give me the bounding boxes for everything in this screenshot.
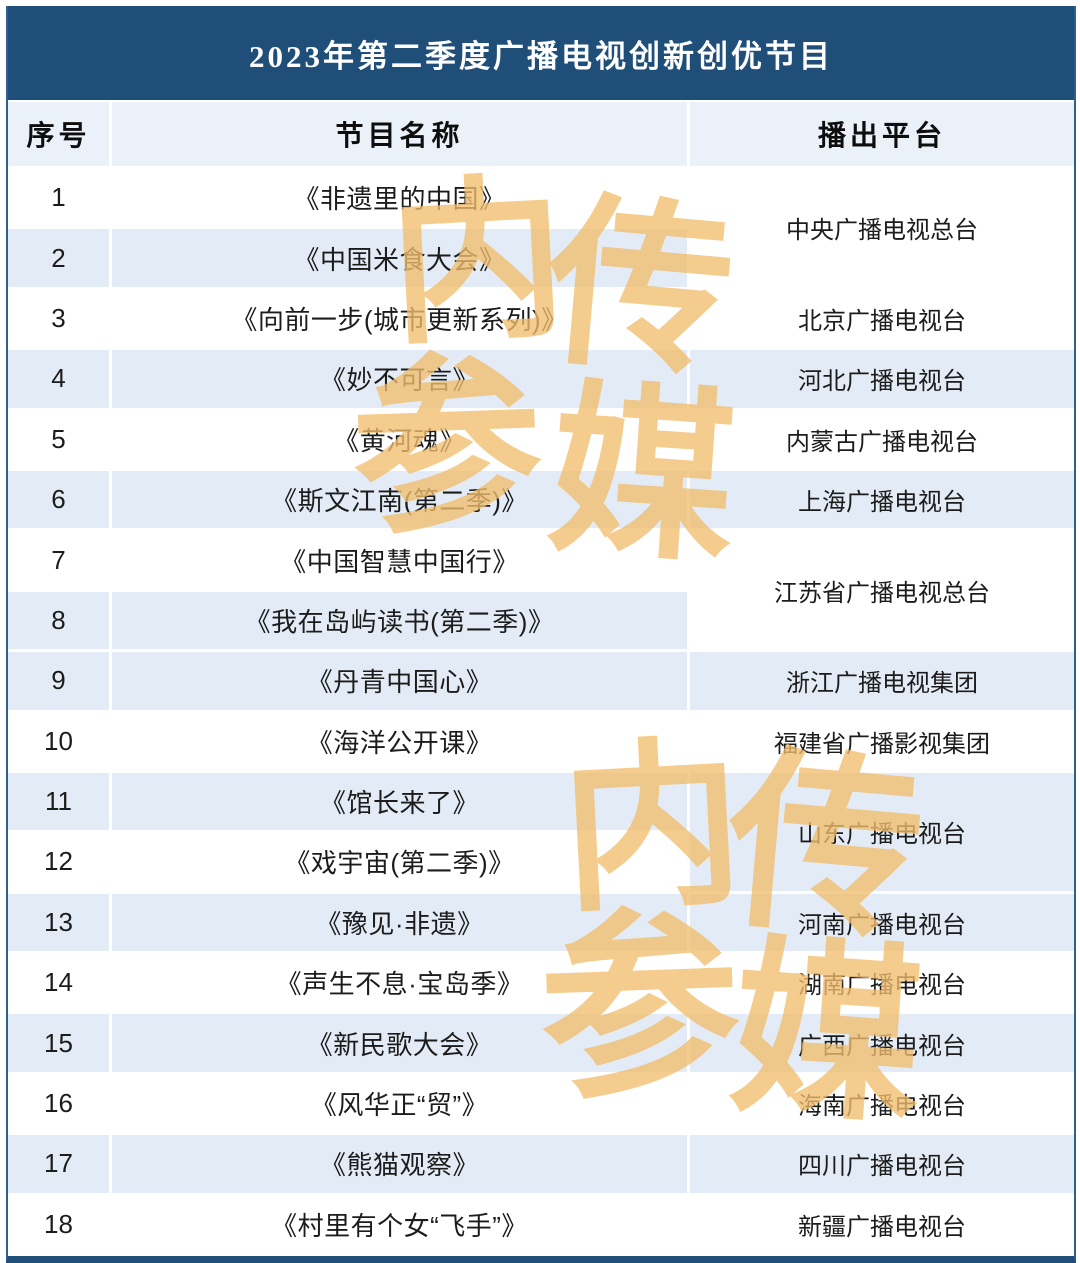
- column-header-platform: 播出平台: [690, 102, 1074, 169]
- program-name-cell: 《新民歌大会》: [112, 1014, 690, 1075]
- row-number-cell: 10: [8, 712, 112, 773]
- program-name-cell: 《我在岛屿读书(第二季)》: [112, 591, 690, 653]
- row-number-cell: 8: [8, 591, 112, 653]
- program-name-cell: 《馆长来了》: [112, 772, 690, 834]
- row-number-cell: 11: [8, 772, 112, 834]
- program-name-cell: 《熊猫观察》: [112, 1135, 690, 1196]
- table-row: 1 《非遗里的中国》 中央广播电视总台: [8, 169, 1074, 290]
- row-number-cell: 6: [8, 470, 112, 532]
- platform-cell: 海南广播电视台: [690, 1074, 1074, 1136]
- table-row: 14 《声生不息·宝岛季》 湖南广播电视台: [8, 954, 1074, 1015]
- column-header-name: 节目名称: [112, 102, 690, 169]
- program-name-cell: 《斯文江南(第二季)》: [112, 470, 690, 532]
- platform-cell: 四川广播电视台: [690, 1135, 1074, 1196]
- platform-cell: 北京广播电视台: [690, 289, 1074, 351]
- table-row: 5 《黄河魂》 内蒙古广播电视台: [8, 410, 1074, 471]
- platform-cell: 福建省广播影视集团: [690, 712, 1074, 773]
- table-row: 9 《丹青中国心》 浙江广播电视集团: [8, 652, 1074, 713]
- platform-cell: 江苏省广播电视总台: [690, 531, 1074, 653]
- platform-cell: 山东广播电视台: [690, 772, 1074, 894]
- program-name-cell: 《中国智慧中国行》: [112, 531, 690, 592]
- program-name-cell: 《豫见·非遗》: [112, 893, 690, 955]
- row-number-cell: 3: [8, 289, 112, 351]
- programs-table: 序号 节目名称 播出平台 1 《非遗里的中国》 中央广播电视总台 2 《中国米食…: [8, 102, 1074, 1257]
- row-number-cell: 14: [8, 954, 112, 1015]
- platform-cell: 内蒙古广播电视台: [690, 410, 1074, 471]
- row-number-cell: 5: [8, 410, 112, 471]
- program-name-cell: 《海洋公开课》: [112, 712, 690, 773]
- table-card: 2023年第二季度广播电视创新创优节目 序号 节目名称 播出平台 1 《非遗里的…: [6, 6, 1076, 1263]
- program-name-cell: 《村里有个女“飞手”》: [112, 1195, 690, 1257]
- platform-cell: 新疆广播电视台: [690, 1195, 1074, 1257]
- table-title: 2023年第二季度广播电视创新创优节目: [249, 38, 833, 74]
- table-row: 2 《中国米食大会》: [8, 229, 1074, 290]
- platform-cell: 中央广播电视总台: [690, 169, 1074, 290]
- table-row: 3 《向前一步(城市更新系列)》 北京广播电视台: [8, 289, 1074, 351]
- row-number-cell: 13: [8, 893, 112, 955]
- platform-cell: 湖南广播电视台: [690, 954, 1074, 1015]
- program-name-cell: 《非遗里的中国》: [112, 169, 690, 230]
- program-name-cell: 《中国米食大会》: [112, 229, 690, 290]
- row-number-cell: 7: [8, 531, 112, 592]
- program-name-cell: 《妙不可言》: [112, 350, 690, 411]
- platform-cell: 河南广播电视台: [690, 893, 1074, 955]
- row-number-cell: 17: [8, 1135, 112, 1196]
- table-row: 13 《豫见·非遗》 河南广播电视台: [8, 893, 1074, 955]
- row-number-cell: 16: [8, 1074, 112, 1136]
- program-name-cell: 《黄河魂》: [112, 410, 690, 471]
- row-number-cell: 4: [8, 350, 112, 411]
- program-name-cell: 《风华正“贸”》: [112, 1074, 690, 1136]
- table-row: 6 《斯文江南(第二季)》 上海广播电视台: [8, 470, 1074, 532]
- table-row: 16 《风华正“贸”》 海南广播电视台: [8, 1074, 1074, 1136]
- table-row: 15 《新民歌大会》 广西广播电视台: [8, 1014, 1074, 1075]
- table-row: 17 《熊猫观察》 四川广播电视台: [8, 1135, 1074, 1196]
- platform-cell: 浙江广播电视集团: [690, 652, 1074, 713]
- row-number-cell: 18: [8, 1195, 112, 1257]
- table-row: 11 《馆长来了》 山东广播电视台: [8, 772, 1074, 894]
- table-row: 8 《我在岛屿读书(第二季)》: [8, 591, 1074, 653]
- table-row: 12 《戏宇宙(第二季)》: [8, 833, 1074, 894]
- platform-cell: 上海广播电视台: [690, 470, 1074, 532]
- platform-cell: 广西广播电视台: [690, 1014, 1074, 1075]
- table-row: 18 《村里有个女“飞手”》 新疆广播电视台: [8, 1195, 1074, 1257]
- column-header-index: 序号: [8, 102, 112, 169]
- table-row: 7 《中国智慧中国行》 江苏省广播电视总台: [8, 531, 1074, 653]
- table-row: 10 《海洋公开课》 福建省广播影视集团: [8, 712, 1074, 773]
- page: { "title": "2023年第二季度广播电视创新创优节目", "colum…: [6, 6, 1076, 1263]
- title-banner: 2023年第二季度广播电视创新创优节目: [8, 6, 1074, 100]
- row-number-cell: 12: [8, 833, 112, 894]
- row-number-cell: 2: [8, 229, 112, 290]
- program-name-cell: 《向前一步(城市更新系列)》: [112, 289, 690, 351]
- platform-cell: 河北广播电视台: [690, 350, 1074, 411]
- table-row: 4 《妙不可言》 河北广播电视台: [8, 350, 1074, 411]
- row-number-cell: 9: [8, 652, 112, 713]
- header-row: 序号 节目名称 播出平台: [8, 102, 1074, 169]
- program-name-cell: 《声生不息·宝岛季》: [112, 954, 690, 1015]
- program-name-cell: 《丹青中国心》: [112, 652, 690, 713]
- row-number-cell: 1: [8, 169, 112, 230]
- program-name-cell: 《戏宇宙(第二季)》: [112, 833, 690, 894]
- row-number-cell: 15: [8, 1014, 112, 1075]
